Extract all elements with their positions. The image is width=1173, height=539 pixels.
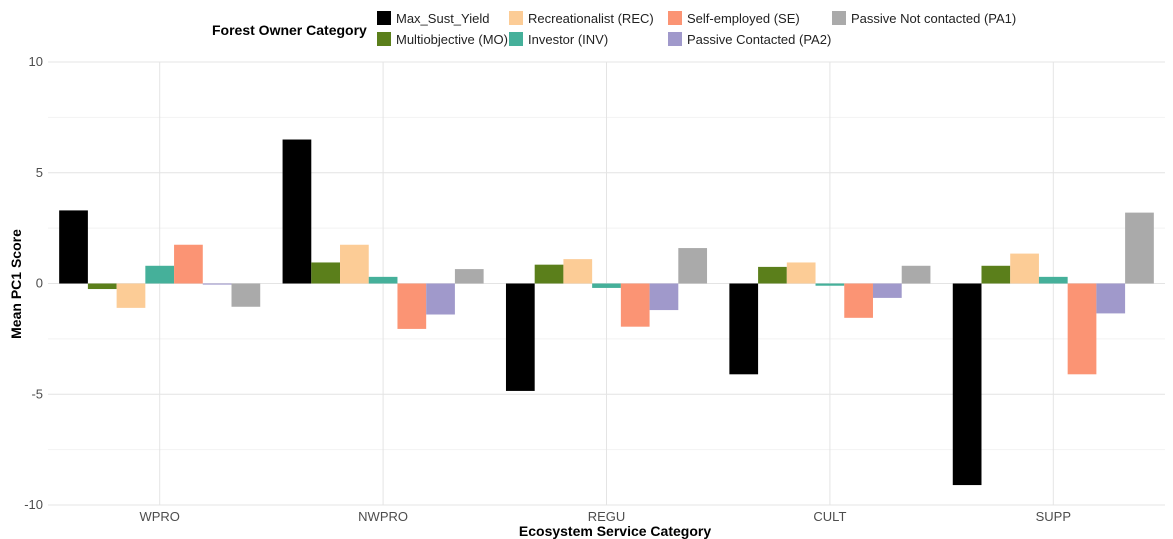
bar [311,262,341,284]
bar [981,265,1011,284]
bar [202,283,232,285]
y-tick-label: 0 [36,276,43,291]
legend-swatch [377,11,391,25]
bar [368,276,398,284]
legend-swatch [668,11,682,25]
bar [1038,276,1068,284]
x-tick-label: REGU [588,509,626,524]
bar [534,264,564,284]
legend-item: Investor (INV) [509,31,608,47]
bars [59,139,1154,486]
legend-item: Recreationalist (REC) [509,10,654,26]
legend-label: Investor (INV) [528,31,609,47]
x-axis-label: Ecosystem Service Category [519,523,711,539]
bar [145,265,175,284]
legend-item: Passive Not contacted (PA1) [832,10,1016,26]
legend-item: Multiobjective (MO) [377,31,508,47]
bar [174,244,203,284]
x-tick-label: CULT [813,509,846,524]
legend-swatch [832,11,846,25]
bar [844,283,873,318]
y-tick-label: -10 [24,497,43,512]
legend-swatch [509,32,523,46]
bar [426,283,455,315]
y-tick-label: -5 [31,386,43,401]
bar [620,283,650,327]
bar [59,210,88,284]
bar [592,283,621,288]
bar [872,283,902,298]
legend-swatch [377,32,391,46]
bar [231,283,261,307]
legend-swatch [509,11,523,25]
bar [901,265,931,284]
bar [758,266,787,284]
y-tick-label: 5 [36,165,43,180]
bar [678,248,708,284]
bar [454,269,484,284]
legend-swatch [668,32,682,46]
legend-label: Self-employed (SE) [687,10,800,26]
bar [786,262,816,284]
bar [815,283,845,286]
bar [1010,253,1039,284]
bar [649,283,679,311]
legend-item: Self-employed (SE) [668,10,800,26]
bar [729,283,759,375]
x-tick-label: NWPRO [358,509,408,524]
legend-label: Max_Sust_Yield [396,10,490,26]
bar [505,283,535,391]
bar [397,283,427,329]
legend-title: Forest Owner Category [212,22,367,38]
y-tick-labels: 10 5 0 -5 -10 [24,54,43,512]
bar [282,139,312,284]
legend-label: Passive Not contacted (PA1) [851,10,1017,26]
bar [87,283,117,290]
x-tick-label: WPRO [139,509,179,524]
x-tick-label: SUPP [1036,509,1071,524]
bar [952,283,982,486]
y-axis-label: Mean PC1 Score [8,229,24,339]
legend-item: Max_Sust_Yield [377,10,489,26]
legend-item: Passive Contacted (PA2) [668,31,831,47]
bar [563,259,593,284]
legend-label: Recreationalist (REC) [528,10,654,26]
y-tick-label: 10 [29,54,43,69]
bar [116,283,146,308]
bar [340,244,369,284]
bar [1067,283,1097,375]
legend: Forest Owner Category Max_Sust_Yield Mult… [212,8,1112,50]
legend-label: Passive Contacted (PA2) [687,31,832,47]
bar [1125,212,1154,284]
x-tick-labels: WPRO NWPRO REGU CULT SUPP [139,509,1071,524]
bar [1096,283,1126,314]
legend-label: Multiobjective (MO) [396,31,508,47]
